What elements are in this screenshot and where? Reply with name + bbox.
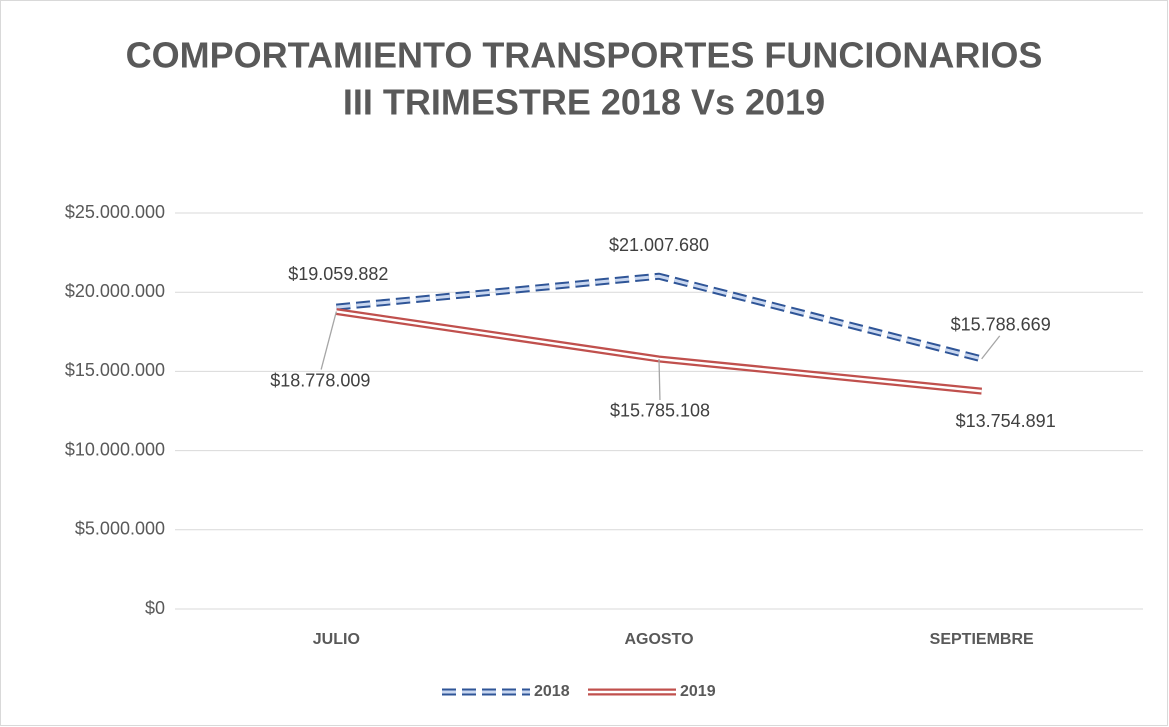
y-tick-label: $20.000.000 xyxy=(65,281,165,301)
chart-title: III TRIMESTRE 2018 Vs 2019 xyxy=(343,82,825,123)
data-label: $15.788.669 xyxy=(951,315,1051,335)
y-tick-label: $0 xyxy=(145,598,165,618)
leader-line xyxy=(658,358,661,400)
legend-label: 2018 xyxy=(534,683,570,700)
data-label: $15.785.108 xyxy=(610,401,710,421)
legend-label: 2019 xyxy=(680,683,716,700)
leader-line xyxy=(981,335,1001,360)
x-tick-label: AGOSTO xyxy=(624,631,693,648)
data-label: $13.754.891 xyxy=(956,411,1056,431)
data-label: $19.059.882 xyxy=(288,264,388,284)
y-tick-label: $15.000.000 xyxy=(65,360,165,380)
leader-line xyxy=(320,311,337,370)
y-tick-label: $10.000.000 xyxy=(65,439,165,459)
data-label: $21.007.680 xyxy=(609,235,709,255)
y-tick-label: $25.000.000 xyxy=(65,202,165,222)
data-label: $18.778.009 xyxy=(270,370,370,390)
line-series-inner xyxy=(336,274,983,361)
chart-title: COMPORTAMIENTO TRANSPORTES FUNCIONARIOS xyxy=(126,35,1043,76)
x-tick-label: JULIO xyxy=(313,631,360,648)
x-tick-label: SEPTIEMBRE xyxy=(930,631,1034,648)
y-tick-label: $5.000.000 xyxy=(75,519,165,539)
